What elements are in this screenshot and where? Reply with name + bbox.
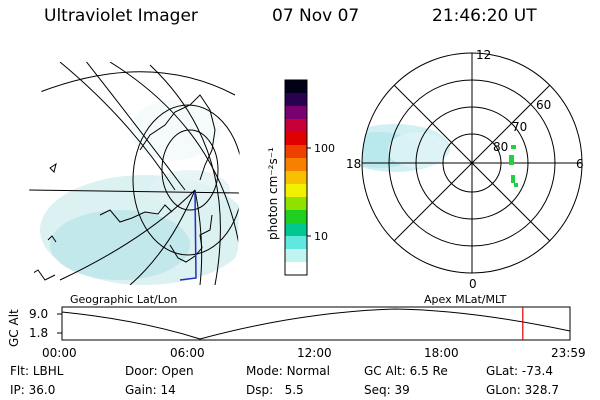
colorbar-segment [285, 93, 307, 107]
colorbar-segment [285, 145, 307, 159]
geographic-grid [28, 62, 240, 285]
mlt-label-12: 12 [476, 48, 491, 62]
flt-value: LBHL [32, 364, 64, 378]
colorbar-segment [285, 80, 307, 94]
seq-field: Seq: 39 [364, 383, 410, 397]
colorbar-segment [285, 119, 307, 133]
mlt-label-0: 0 [469, 277, 477, 291]
coastline [29, 94, 216, 281]
glon-field: GLon: 328.7 [486, 383, 559, 397]
colorbar-segment [285, 236, 307, 250]
lat-label-60: 60 [536, 98, 551, 112]
gain-value: 14 [160, 383, 176, 397]
geographic-panel-label: Geographic Lat/Lon [70, 293, 178, 306]
flt-field: Flt: LBHL [10, 364, 64, 378]
colorbar-tick-100: 100 [314, 142, 335, 155]
mlt-label-18: 18 [346, 157, 361, 171]
lat-label-80: 80 [493, 140, 508, 154]
ip-field: IP: 36.0 [10, 383, 56, 397]
apex-panel-label: Apex MLat/MLT [424, 293, 507, 306]
terminator-line [179, 191, 197, 281]
alt-ytick-9: 9.0 [29, 307, 48, 321]
alt-ylabel: GC Alt [7, 309, 21, 347]
glat-value: -73.4 [521, 364, 553, 378]
alt-xtick-1200: 12:00 [297, 346, 332, 360]
colorbar-segment [285, 210, 307, 224]
seq-value: 39 [394, 383, 410, 397]
altitude-plot: 9.0 1.8 GC Alt 00:00 06:00 12:00 18:00 2… [7, 306, 586, 360]
dsp-value: 5.5 [284, 383, 304, 397]
colorbar-segment [285, 184, 307, 198]
gcalt-value: 6.5 Re [409, 364, 448, 378]
colorbar-segment [285, 262, 307, 276]
mlt-label-6: 6 [576, 157, 584, 171]
colorbar-segment [285, 171, 307, 185]
colorbar-unit-label: photon cm⁻²s⁻¹ [266, 147, 280, 240]
polar-green-spots [509, 145, 518, 187]
lat-label-70: 70 [512, 120, 527, 134]
altitude-plot-frame [61, 306, 571, 341]
glat-field: GLat: -73.4 [486, 364, 553, 378]
alt-xtick-1800: 18:00 [424, 346, 459, 360]
colorbar-segment [285, 223, 307, 237]
polar-labels: 12 0 18 6 60 70 80 [346, 48, 584, 291]
dsp-field: Dsp: 5.5 [246, 383, 304, 397]
ip-value: 36.0 [28, 383, 56, 397]
colorbar-segment [285, 249, 307, 263]
gcalt-field: GC Alt: 6.5 Re [364, 364, 448, 378]
alt-ytick-1-8: 1.8 [29, 326, 48, 340]
instrument-title: Ultraviolet Imager [44, 6, 198, 26]
glon-value: 328.7 [524, 383, 559, 397]
colorbar-frame [284, 79, 308, 276]
alt-xticks: 00:00 06:00 12:00 18:00 23:59 [42, 346, 586, 360]
observation-date: 07 Nov 07 [272, 6, 360, 26]
door-field: Door: Open [125, 364, 194, 378]
door-value: Open [161, 364, 194, 378]
colorbar-segment [285, 197, 307, 211]
colorbar-tick-10: 10 [314, 230, 328, 243]
altitude-curve [61, 308, 571, 340]
colorbar-segment [285, 132, 307, 146]
observation-time: 21:46:20 UT [432, 6, 537, 26]
colorbar-segment [285, 158, 307, 172]
gain-field: Gain: 14 [125, 383, 176, 397]
colorbar-segment [285, 106, 307, 120]
mode-value: Normal [286, 364, 330, 378]
polar-grid [361, 52, 583, 274]
alt-xtick-0600: 06:00 [170, 346, 205, 360]
alt-xtick-0000: 00:00 [42, 346, 77, 360]
polar-emission [362, 124, 450, 172]
mode-field: Mode: Normal [246, 364, 330, 378]
colorbar [285, 80, 307, 276]
alt-xtick-2359: 23:59 [551, 346, 586, 360]
